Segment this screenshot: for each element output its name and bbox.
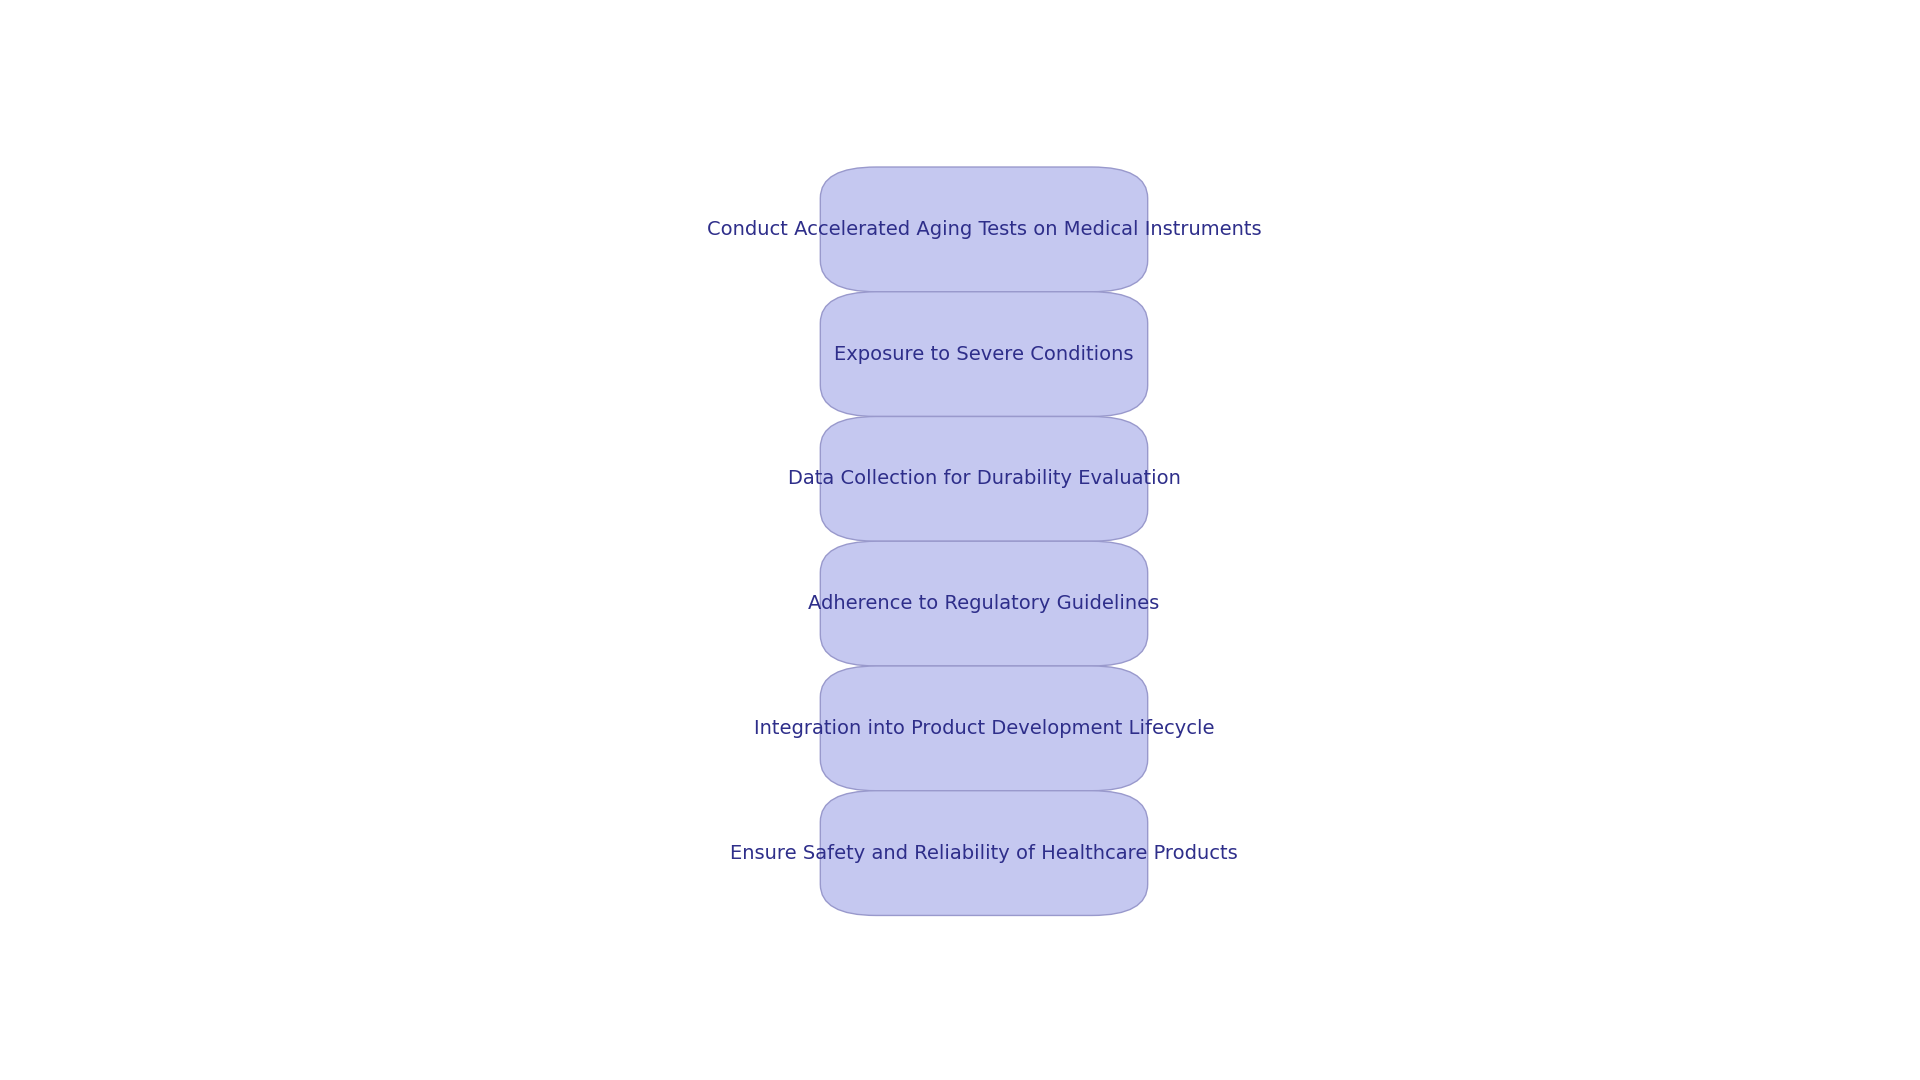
FancyBboxPatch shape [820,167,1148,292]
FancyBboxPatch shape [820,417,1148,541]
FancyBboxPatch shape [820,292,1148,417]
FancyBboxPatch shape [820,541,1148,666]
Text: Ensure Safety and Reliability of Healthcare Products: Ensure Safety and Reliability of Healthc… [730,843,1238,863]
Text: Integration into Product Development Lifecycle: Integration into Product Development Lif… [755,719,1213,738]
Text: Adherence to Regulatory Guidelines: Adherence to Regulatory Guidelines [808,594,1160,613]
Text: Exposure to Severe Conditions: Exposure to Severe Conditions [835,345,1133,364]
FancyBboxPatch shape [820,791,1148,916]
FancyBboxPatch shape [820,666,1148,791]
Text: Conduct Accelerated Aging Tests on Medical Instruments: Conduct Accelerated Aging Tests on Medic… [707,220,1261,239]
Text: Data Collection for Durability Evaluation: Data Collection for Durability Evaluatio… [787,470,1181,488]
